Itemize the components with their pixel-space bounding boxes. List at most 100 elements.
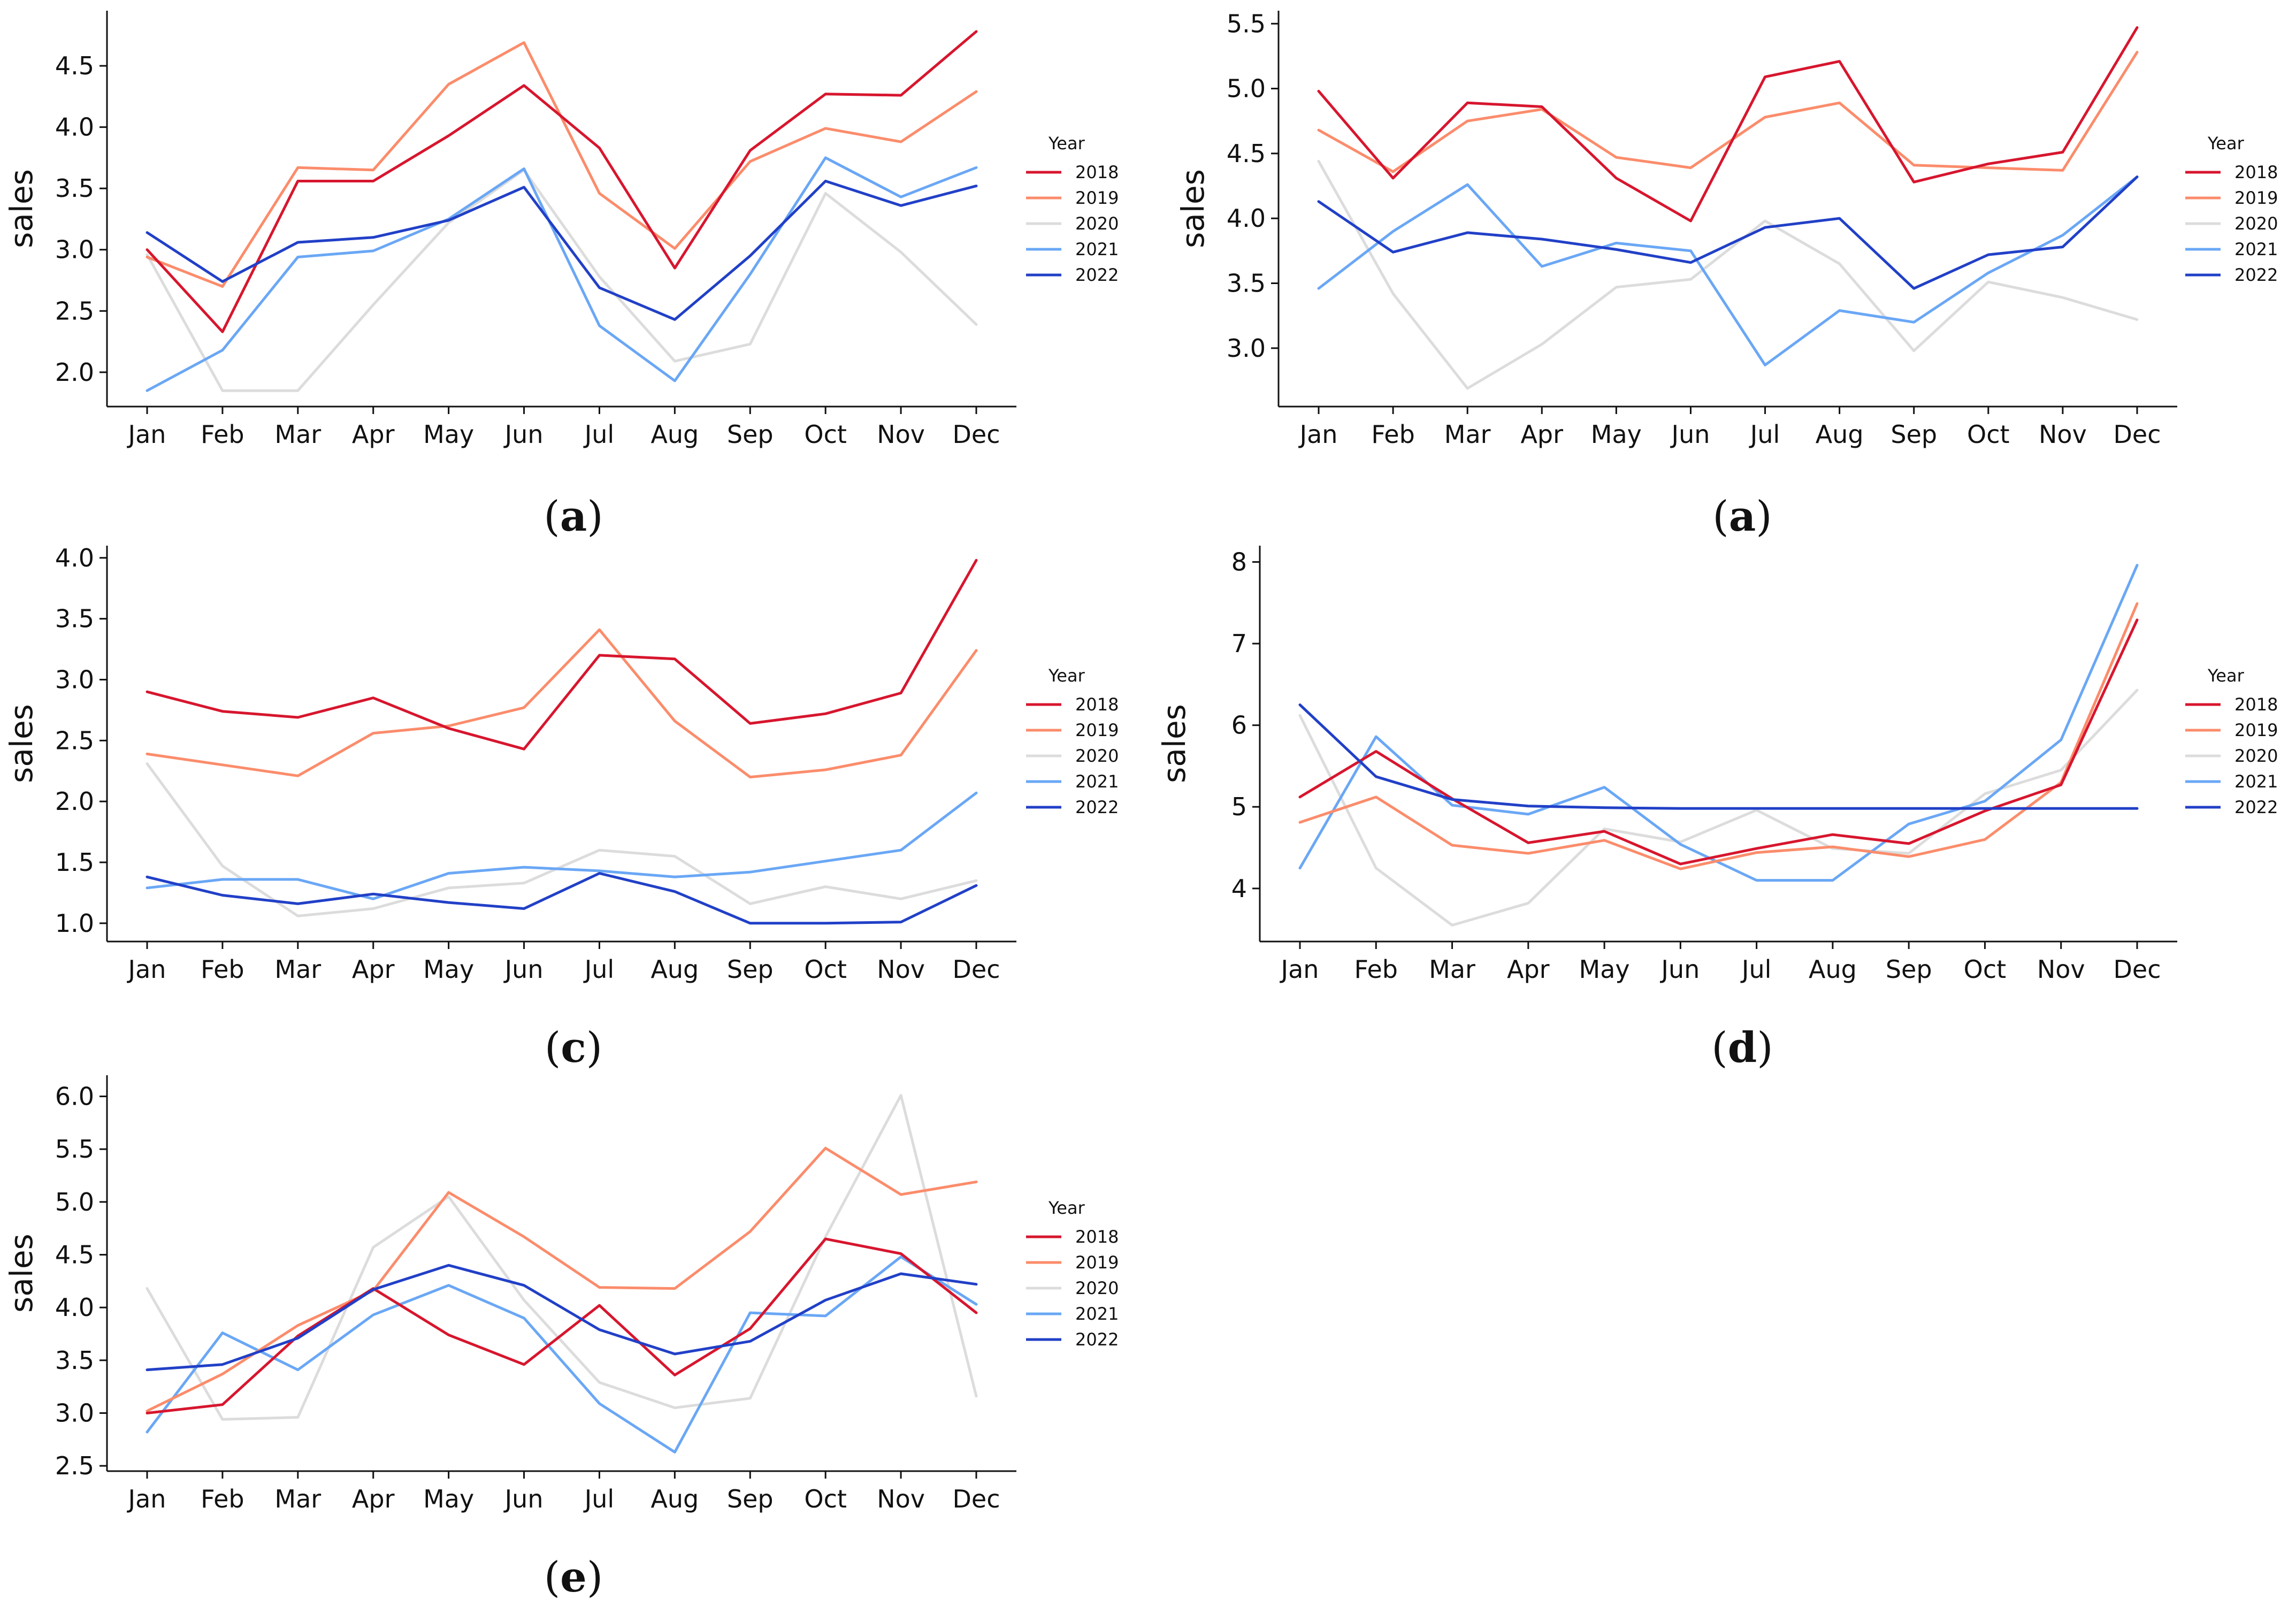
legend-label-2019: 2019 — [1075, 1252, 1119, 1273]
x-tick-label: Oct — [1967, 420, 2010, 449]
y-tick-label: 4.5 — [1227, 139, 1266, 168]
chart-panel: 2.0 2.5 3.0 3.5 4.0 4.5 Jan Feb Mar Apr May Jun Jul A… — [3, 11, 1119, 541]
x-tick-label: Nov — [877, 955, 925, 984]
legend-label-2018: 2018 — [1075, 694, 1119, 715]
x-tick-label: Mar — [274, 420, 321, 449]
legend-label-2021: 2021 — [2234, 771, 2278, 792]
series-line-2022 — [1317, 175, 2139, 290]
y-tick-label: 4.0 — [55, 1293, 94, 1322]
y-tick-label: 3.5 — [55, 174, 94, 203]
panel-caption: (a) — [544, 492, 603, 541]
x-tick-label: Jun — [1659, 955, 1700, 984]
series-line-2022 — [146, 180, 978, 321]
legend-title: Year — [1048, 665, 1085, 686]
y-tick-label: 4.5 — [55, 51, 94, 80]
legend-label-2021: 2021 — [1075, 1304, 1119, 1324]
x-tick-label: Aug — [650, 955, 699, 984]
x-tick-label: Apr — [352, 955, 395, 984]
x-tick-label: Feb — [1371, 420, 1414, 449]
series-line-2021 — [146, 156, 978, 392]
legend-label-2018: 2018 — [1075, 162, 1119, 182]
x-tick-label: Jul — [583, 955, 615, 984]
y-tick-label: 3.0 — [55, 1398, 94, 1427]
x-tick-label: Jan — [1298, 420, 1338, 449]
x-tick-label: Mar — [1444, 420, 1491, 449]
x-tick-label: Jul — [1740, 955, 1772, 984]
x-tick-label: Jul — [583, 1484, 615, 1513]
x-tick-label: Jul — [583, 420, 615, 449]
y-tick-label: 4.0 — [55, 113, 94, 142]
legend-label-2018: 2018 — [2234, 162, 2278, 182]
y-tick-label: 5.0 — [55, 1188, 94, 1216]
legend-label-2021: 2021 — [2234, 239, 2278, 259]
series-line-2019 — [1298, 602, 2139, 870]
panel-caption: (a) — [1712, 492, 1772, 541]
legend: Year 2018 2019 2020 2021 2022 — [2185, 133, 2278, 285]
legend-label-2018: 2018 — [2234, 694, 2278, 715]
y-tick-label: 2.5 — [55, 1451, 94, 1480]
legend-label-2020: 2020 — [1075, 1278, 1119, 1298]
legend: Year 2018 2019 2020 2021 2022 — [1026, 133, 1119, 285]
series-line-2020 — [146, 169, 978, 392]
x-tick-label: Sep — [727, 955, 774, 984]
x-tick-label: May — [423, 420, 474, 449]
x-tick-label: Dec — [952, 1484, 1000, 1513]
series-line-2021 — [1317, 175, 2139, 366]
x-tick-label: Mar — [274, 955, 321, 984]
x-tick-label: Apr — [352, 1484, 395, 1513]
x-tick-label: Apr — [1507, 955, 1550, 984]
legend-label-2020: 2020 — [1075, 746, 1119, 766]
legend-label-2022: 2022 — [1075, 1329, 1119, 1350]
x-tick-label: Apr — [352, 420, 395, 449]
series-line-2020 — [146, 762, 978, 917]
y-tick-label: 1.5 — [55, 848, 94, 877]
y-tick-label: 3.0 — [1227, 334, 1266, 363]
y-tick-label: 2.0 — [55, 358, 94, 387]
x-tick-label: Nov — [2037, 955, 2085, 984]
x-tick-label: Aug — [1809, 955, 1857, 984]
x-tick-label: Feb — [201, 955, 244, 984]
y-tick-label: 3.5 — [1227, 269, 1266, 298]
legend: Year 2018 2019 2020 2021 2022 — [2185, 665, 2278, 817]
x-tick-label: Jan — [127, 420, 166, 449]
y-tick-label: 2.0 — [55, 787, 94, 816]
chart-panel: 1.0 1.5 2.0 2.5 3.0 3.5 4.0 Jan Feb Mar Apr May Jun J… — [3, 544, 1119, 1072]
x-tick-label: Nov — [877, 1484, 925, 1513]
y-tick-label: 5.5 — [55, 1135, 94, 1164]
panel-caption: (e) — [544, 1553, 603, 1602]
y-axis-label: sales — [3, 169, 40, 248]
y-tick-label: 3.5 — [55, 1346, 94, 1375]
x-tick-label: Aug — [1816, 420, 1864, 449]
y-tick-label: 2.5 — [55, 726, 94, 755]
x-tick-label: Nov — [877, 420, 925, 449]
x-tick-label: Oct — [804, 1484, 847, 1513]
x-tick-label: Dec — [2113, 420, 2161, 449]
series-line-2018 — [1317, 26, 2139, 223]
x-tick-label: Feb — [201, 420, 244, 449]
y-axis-label: sales — [3, 704, 40, 783]
x-tick-label: May — [423, 1484, 474, 1513]
legend-label-2022: 2022 — [2234, 265, 2278, 285]
x-tick-label: May — [423, 955, 474, 984]
y-tick-label: 4.0 — [1227, 204, 1266, 233]
legend: Year 2018 2019 2020 2021 2022 — [1026, 1198, 1119, 1350]
legend-label-2018: 2018 — [1075, 1227, 1119, 1247]
y-tick-label: 1.0 — [55, 909, 94, 938]
series-line-2022 — [146, 1264, 978, 1372]
series-line-2021 — [146, 791, 978, 900]
x-tick-label: May — [1591, 420, 1642, 449]
x-tick-label: Jun — [503, 420, 544, 449]
legend-title: Year — [1048, 1198, 1085, 1218]
series-line-2018 — [146, 1237, 978, 1414]
y-tick-label: 5.5 — [1227, 9, 1266, 38]
legend-label-2019: 2019 — [1075, 720, 1119, 740]
y-tick-label: 6.0 — [55, 1082, 94, 1111]
legend-label-2022: 2022 — [1075, 797, 1119, 817]
legend-label-2022: 2022 — [1075, 265, 1119, 285]
series-line-2020 — [1317, 159, 2139, 390]
x-tick-label: Jun — [503, 955, 544, 984]
y-tick-label: 3.0 — [55, 235, 94, 264]
x-tick-label: Aug — [650, 1484, 699, 1513]
x-tick-label: Jan — [1280, 955, 1319, 984]
